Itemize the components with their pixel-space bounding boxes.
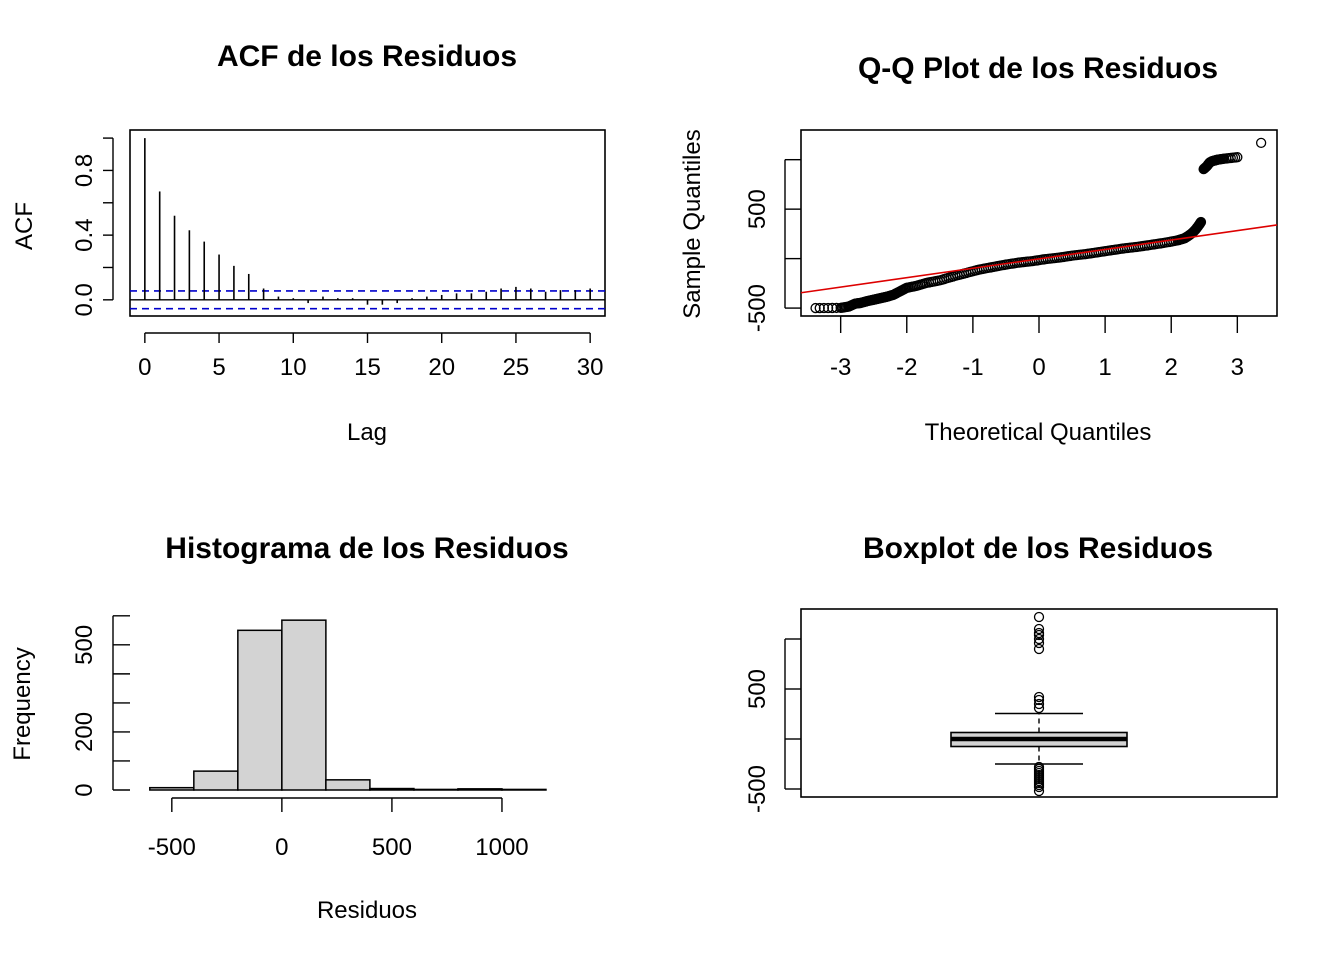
- acf-x-tick-label: 20: [428, 354, 455, 381]
- qq-x-axis: -3 -2 -1 0 1 2 3: [830, 315, 1244, 381]
- box-outlier: [1033, 691, 1045, 703]
- box-plot: [800, 608, 1278, 798]
- hist-x-tick-label: 0: [275, 834, 288, 861]
- qq-y-label: Sample Quantiles: [679, 129, 706, 318]
- acf-y-tick-label: 0.4: [71, 218, 98, 251]
- acf-y-tick-label: 0.0: [71, 283, 98, 316]
- qq-x-tick-label: -1: [962, 354, 983, 381]
- qq-x-tick-label: 3: [1231, 354, 1244, 381]
- qq-panel: Q-Q Plot de los Residuos Theoretical Qua…: [679, 52, 1278, 446]
- box-outlier: [1033, 643, 1045, 655]
- hist-bar: [501, 788, 547, 791]
- hist-bar: [369, 787, 415, 791]
- hist-x-tick-label: 500: [372, 834, 412, 861]
- hist-bar: [237, 629, 283, 791]
- box-outlier: [1033, 702, 1045, 714]
- hist-y-tick-label: 500: [71, 625, 98, 665]
- qq-point: [1195, 216, 1207, 228]
- qq-x-tick-label: -2: [896, 354, 917, 381]
- acf-x-tick-label: 5: [212, 354, 225, 381]
- box-outlier: [1033, 698, 1045, 710]
- qq-x-tick-label: 0: [1032, 354, 1045, 381]
- qq-x-tick-label: 2: [1165, 354, 1178, 381]
- box-y-axis: -500 500: [744, 638, 801, 813]
- acf-title: ACF de los Residuos: [217, 40, 517, 73]
- box-outlier: [1033, 633, 1045, 645]
- boxplot-panel: Boxplot de los Residuos -500 500: [744, 532, 1278, 813]
- box-outlier: [1033, 637, 1045, 649]
- qq-title: Q-Q Plot de los Residuos: [858, 52, 1218, 85]
- qq-points: [800, 129, 1278, 317]
- hist-y-tick-label: 200: [71, 712, 98, 752]
- box-y-tick-label: -500: [744, 765, 771, 813]
- hist-y-tick-label: 0: [71, 783, 98, 796]
- acf-plot-frame: [129, 129, 606, 317]
- acf-x-tick-label: 0: [138, 354, 151, 381]
- qq-y-tick-label: 500: [744, 189, 771, 229]
- hist-y-axis: 0 200 500: [71, 615, 130, 797]
- hist-bar: [457, 788, 503, 791]
- acf-panel: ACF de los Residuos Lag ACF 0 5 10 15 20 25 30…: [11, 40, 606, 446]
- hist-bar: [325, 779, 371, 791]
- hist-bar: [149, 786, 195, 791]
- qq-point: [1255, 137, 1267, 149]
- hist-x-tick-label: 1000: [475, 834, 528, 861]
- box-outlier: [1033, 761, 1045, 773]
- acf-bars: [129, 129, 606, 317]
- acf-y-label: ACF: [11, 202, 38, 250]
- hist-x-axis: -500 0 500 1000: [148, 797, 529, 861]
- qq-y-tick-label: -500: [744, 284, 771, 332]
- qq-x-tick-label: -3: [830, 354, 851, 381]
- qq-y-axis: -500 500: [744, 158, 801, 332]
- histogram-panel: Histograma de los Residuos Residuos Freq…: [9, 532, 569, 924]
- qq-reference-line: [800, 224, 1278, 294]
- acf-x-tick-label: 15: [354, 354, 381, 381]
- acf-x-tick-label: 30: [577, 354, 604, 381]
- box-title: Boxplot de los Residuos: [863, 532, 1213, 565]
- acf-y-axis: 0.0 0.4 0.8: [71, 137, 114, 317]
- qq-point: [1232, 152, 1243, 163]
- box-plot-frame: [800, 608, 1278, 798]
- acf-x-tick-label: 25: [503, 354, 530, 381]
- acf-x-tick-label: 10: [280, 354, 307, 381]
- acf-x-label: Lag: [347, 419, 387, 446]
- hist-y-label: Frequency: [9, 647, 36, 760]
- box-outlier: [1033, 623, 1045, 635]
- qq-x-label: Theoretical Quantiles: [925, 419, 1152, 446]
- box-outlier: [1033, 694, 1045, 706]
- hist-title: Histograma de los Residuos: [165, 532, 568, 565]
- hist-bar: [281, 619, 327, 791]
- hist-bar: [413, 788, 459, 791]
- hist-bar: [193, 770, 239, 791]
- hist-x-tick-label: -500: [148, 834, 196, 861]
- box-y-tick-label: 500: [744, 669, 771, 709]
- hist-x-label: Residuos: [317, 897, 417, 924]
- hist-bars: [149, 619, 547, 791]
- box-outlier: [1033, 627, 1045, 639]
- acf-x-axis: 0 5 10 15 20 25 30: [138, 332, 604, 381]
- qq-x-tick-label: 1: [1098, 354, 1111, 381]
- acf-y-tick-label: 0.8: [71, 154, 98, 187]
- box-outlier: [1033, 611, 1045, 623]
- box-outlier: [1033, 785, 1045, 797]
